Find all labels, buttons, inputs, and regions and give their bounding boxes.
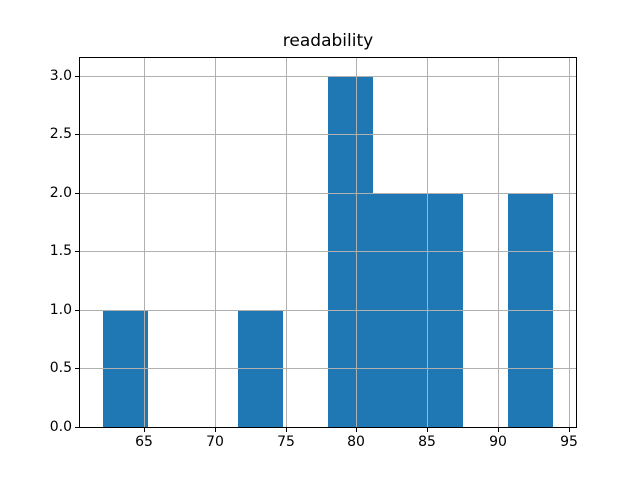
x-tick-label: 70 xyxy=(206,434,224,450)
y-tick-mark xyxy=(75,427,79,428)
y-tick-label: 0.0 xyxy=(49,419,72,435)
y-tick-label: 3.0 xyxy=(49,68,72,84)
x-tick-mark xyxy=(498,428,499,432)
axis-layer: 65 70 75 80 85 90 95 0.0 0.5 1.0 1.5 2.0 2.5 3.0 xyxy=(50,58,578,450)
gridline-vertical xyxy=(356,58,357,427)
y-tick-mark xyxy=(75,251,79,252)
x-tick-mark xyxy=(215,428,216,432)
x-tick-mark xyxy=(144,428,145,432)
gridline-vertical xyxy=(144,58,145,427)
y-tick-mark xyxy=(75,76,79,77)
y-tick-label: 2.0 xyxy=(49,185,72,201)
plot-area: 65 70 75 80 85 90 95 0.0 0.5 1.0 1.5 2.0 2.5 3.0 xyxy=(50,57,578,450)
x-tick-mark xyxy=(569,428,570,432)
gridline-horizontal xyxy=(80,310,576,311)
x-tick-label: 80 xyxy=(347,434,365,450)
y-tick-mark xyxy=(75,368,79,369)
x-tick-label: 65 xyxy=(135,434,153,450)
x-tick-label: 95 xyxy=(560,434,578,450)
x-tick-label: 85 xyxy=(418,434,436,450)
gridline-vertical xyxy=(286,58,287,427)
gridline-horizontal xyxy=(80,76,576,77)
y-tick-mark xyxy=(75,134,79,135)
gridline-vertical xyxy=(569,58,570,427)
y-tick-label: 1.5 xyxy=(49,243,72,259)
gridline-vertical xyxy=(498,58,499,427)
x-tick-label: 75 xyxy=(277,434,295,450)
x-tick-label: 90 xyxy=(489,434,507,450)
y-tick-label: 0.5 xyxy=(49,360,72,376)
y-tick-label: 1.0 xyxy=(49,302,72,318)
x-tick-mark xyxy=(427,428,428,432)
x-tick-mark xyxy=(286,428,287,432)
y-tick-mark xyxy=(75,193,79,194)
x-tick-mark xyxy=(356,428,357,432)
y-tick-mark xyxy=(75,310,79,311)
gridline-horizontal xyxy=(80,368,576,369)
chart-title: readability xyxy=(282,31,374,51)
gridline-horizontal xyxy=(80,193,576,194)
y-tick-label: 2.5 xyxy=(49,126,72,142)
grid-layer xyxy=(80,58,576,427)
gridline-vertical xyxy=(215,58,216,427)
gridline-horizontal xyxy=(80,251,576,252)
gridline-horizontal xyxy=(80,134,576,135)
gridline-vertical xyxy=(427,58,428,427)
